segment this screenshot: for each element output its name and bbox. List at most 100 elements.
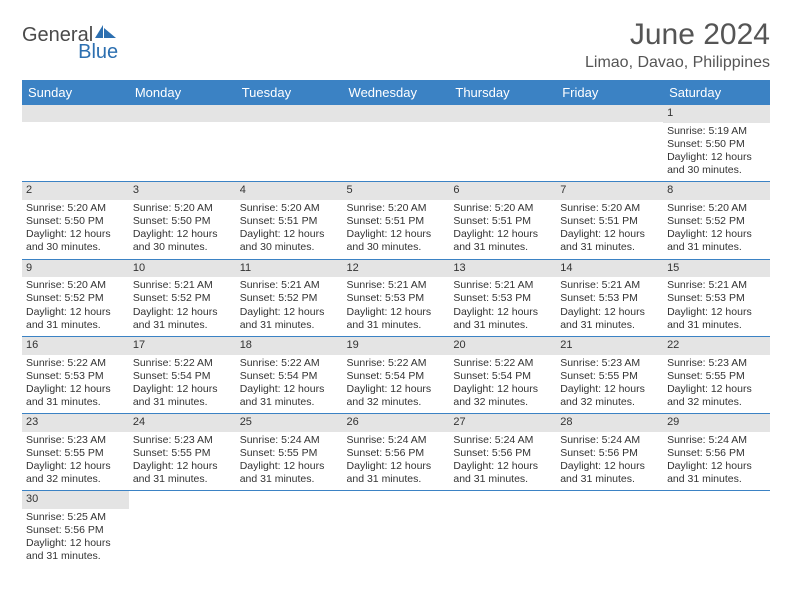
day-details: Sunrise: 5:20 AMSunset: 5:51 PMDaylight:… [556, 200, 663, 259]
daylight-text-2: and 31 minutes. [667, 473, 766, 486]
day-cell-13: 13Sunrise: 5:21 AMSunset: 5:53 PMDayligh… [449, 259, 556, 336]
week-row: 1Sunrise: 5:19 AMSunset: 5:50 PMDaylight… [22, 105, 770, 182]
sail-icon [94, 24, 118, 40]
day-details: Sunrise: 5:21 AMSunset: 5:53 PMDaylight:… [663, 277, 770, 336]
weekday-tuesday: Tuesday [236, 80, 343, 105]
daylight-text-2: and 30 minutes. [26, 241, 125, 254]
day-details: Sunrise: 5:20 AMSunset: 5:51 PMDaylight:… [343, 200, 450, 259]
day-cell-30: 30Sunrise: 5:25 AMSunset: 5:56 PMDayligh… [22, 491, 129, 568]
weekday-monday: Monday [129, 80, 236, 105]
day-number: 18 [236, 337, 343, 355]
day-number: 28 [556, 414, 663, 432]
daylight-text-2: and 31 minutes. [26, 396, 125, 409]
daylight-text-1: Daylight: 12 hours [26, 537, 125, 550]
weekday-header-row: SundayMondayTuesdayWednesdayThursdayFrid… [22, 80, 770, 105]
day-details: Sunrise: 5:20 AMSunset: 5:50 PMDaylight:… [129, 200, 236, 259]
sunrise-text: Sunrise: 5:20 AM [560, 202, 659, 215]
day-cell-20: 20Sunrise: 5:22 AMSunset: 5:54 PMDayligh… [449, 336, 556, 413]
empty-cell [236, 491, 343, 568]
sunrise-text: Sunrise: 5:22 AM [240, 357, 339, 370]
day-cell-18: 18Sunrise: 5:22 AMSunset: 5:54 PMDayligh… [236, 336, 343, 413]
day-details: Sunrise: 5:21 AMSunset: 5:53 PMDaylight:… [343, 277, 450, 336]
empty-cell [556, 491, 663, 568]
empty-cell [343, 491, 450, 568]
sunrise-text: Sunrise: 5:20 AM [26, 279, 125, 292]
day-details: Sunrise: 5:22 AMSunset: 5:54 PMDaylight:… [343, 355, 450, 414]
title-block: June 2024 Limao, Davao, Philippines [585, 18, 770, 72]
sunrise-text: Sunrise: 5:24 AM [347, 434, 446, 447]
daylight-text-2: and 30 minutes. [347, 241, 446, 254]
daylight-text-2: and 30 minutes. [133, 241, 232, 254]
day-details: Sunrise: 5:21 AMSunset: 5:53 PMDaylight:… [556, 277, 663, 336]
daylight-text-1: Daylight: 12 hours [667, 306, 766, 319]
day-details: Sunrise: 5:21 AMSunset: 5:52 PMDaylight:… [129, 277, 236, 336]
location-text: Limao, Davao, Philippines [585, 54, 770, 72]
daylight-text-1: Daylight: 12 hours [560, 383, 659, 396]
sunset-text: Sunset: 5:55 PM [560, 370, 659, 383]
empty-cell [449, 491, 556, 568]
daylight-text-2: and 31 minutes. [240, 396, 339, 409]
daylight-text-2: and 31 minutes. [560, 473, 659, 486]
sunset-text: Sunset: 5:56 PM [453, 447, 552, 460]
sunset-text: Sunset: 5:54 PM [347, 370, 446, 383]
sunset-text: Sunset: 5:56 PM [667, 447, 766, 460]
sunrise-text: Sunrise: 5:20 AM [240, 202, 339, 215]
daylight-text-1: Daylight: 12 hours [26, 460, 125, 473]
day-details: Sunrise: 5:24 AMSunset: 5:56 PMDaylight:… [449, 432, 556, 491]
sunrise-text: Sunrise: 5:20 AM [453, 202, 552, 215]
sunset-text: Sunset: 5:51 PM [453, 215, 552, 228]
daylight-text-1: Daylight: 12 hours [347, 306, 446, 319]
day-number: 14 [556, 260, 663, 278]
sunset-text: Sunset: 5:53 PM [453, 292, 552, 305]
daylight-text-2: and 32 minutes. [26, 473, 125, 486]
day-details: Sunrise: 5:20 AMSunset: 5:50 PMDaylight:… [22, 200, 129, 259]
daylight-text-1: Daylight: 12 hours [560, 460, 659, 473]
header: GeneralBlue June 2024 Limao, Davao, Phil… [22, 18, 770, 72]
daylight-text-2: and 31 minutes. [347, 473, 446, 486]
daylight-text-2: and 31 minutes. [347, 319, 446, 332]
day-number: 10 [129, 260, 236, 278]
sunrise-text: Sunrise: 5:21 AM [453, 279, 552, 292]
sunrise-text: Sunrise: 5:24 AM [560, 434, 659, 447]
sunset-text: Sunset: 5:56 PM [560, 447, 659, 460]
day-cell-1: 1Sunrise: 5:19 AMSunset: 5:50 PMDaylight… [663, 105, 770, 182]
empty-band [556, 105, 663, 122]
sunset-text: Sunset: 5:50 PM [133, 215, 232, 228]
day-cell-7: 7Sunrise: 5:20 AMSunset: 5:51 PMDaylight… [556, 182, 663, 259]
daylight-text-1: Daylight: 12 hours [667, 460, 766, 473]
daylight-text-1: Daylight: 12 hours [26, 383, 125, 396]
day-cell-19: 19Sunrise: 5:22 AMSunset: 5:54 PMDayligh… [343, 336, 450, 413]
daylight-text-2: and 31 minutes. [133, 319, 232, 332]
day-number: 27 [449, 414, 556, 432]
day-number: 15 [663, 260, 770, 278]
daylight-text-2: and 30 minutes. [667, 164, 766, 177]
day-details: Sunrise: 5:22 AMSunset: 5:54 PMDaylight:… [449, 355, 556, 414]
empty-band [22, 105, 129, 122]
daylight-text-1: Daylight: 12 hours [240, 383, 339, 396]
sunrise-text: Sunrise: 5:22 AM [347, 357, 446, 370]
daylight-text-1: Daylight: 12 hours [667, 228, 766, 241]
day-cell-16: 16Sunrise: 5:22 AMSunset: 5:53 PMDayligh… [22, 336, 129, 413]
day-cell-27: 27Sunrise: 5:24 AMSunset: 5:56 PMDayligh… [449, 414, 556, 491]
day-number: 21 [556, 337, 663, 355]
day-cell-6: 6Sunrise: 5:20 AMSunset: 5:51 PMDaylight… [449, 182, 556, 259]
day-details: Sunrise: 5:22 AMSunset: 5:53 PMDaylight:… [22, 355, 129, 414]
day-details: Sunrise: 5:20 AMSunset: 5:51 PMDaylight:… [449, 200, 556, 259]
daylight-text-2: and 32 minutes. [453, 396, 552, 409]
empty-cell [22, 105, 129, 182]
daylight-text-1: Daylight: 12 hours [560, 306, 659, 319]
day-cell-28: 28Sunrise: 5:24 AMSunset: 5:56 PMDayligh… [556, 414, 663, 491]
calendar-body: 1Sunrise: 5:19 AMSunset: 5:50 PMDaylight… [22, 105, 770, 568]
day-details: Sunrise: 5:20 AMSunset: 5:51 PMDaylight:… [236, 200, 343, 259]
day-details: Sunrise: 5:24 AMSunset: 5:56 PMDaylight:… [556, 432, 663, 491]
sunset-text: Sunset: 5:53 PM [667, 292, 766, 305]
daylight-text-2: and 32 minutes. [560, 396, 659, 409]
daylight-text-2: and 31 minutes. [667, 241, 766, 254]
daylight-text-1: Daylight: 12 hours [240, 228, 339, 241]
day-cell-14: 14Sunrise: 5:21 AMSunset: 5:53 PMDayligh… [556, 259, 663, 336]
day-details: Sunrise: 5:24 AMSunset: 5:56 PMDaylight:… [663, 432, 770, 491]
empty-cell [663, 491, 770, 568]
day-cell-29: 29Sunrise: 5:24 AMSunset: 5:56 PMDayligh… [663, 414, 770, 491]
sunset-text: Sunset: 5:53 PM [347, 292, 446, 305]
daylight-text-1: Daylight: 12 hours [453, 383, 552, 396]
